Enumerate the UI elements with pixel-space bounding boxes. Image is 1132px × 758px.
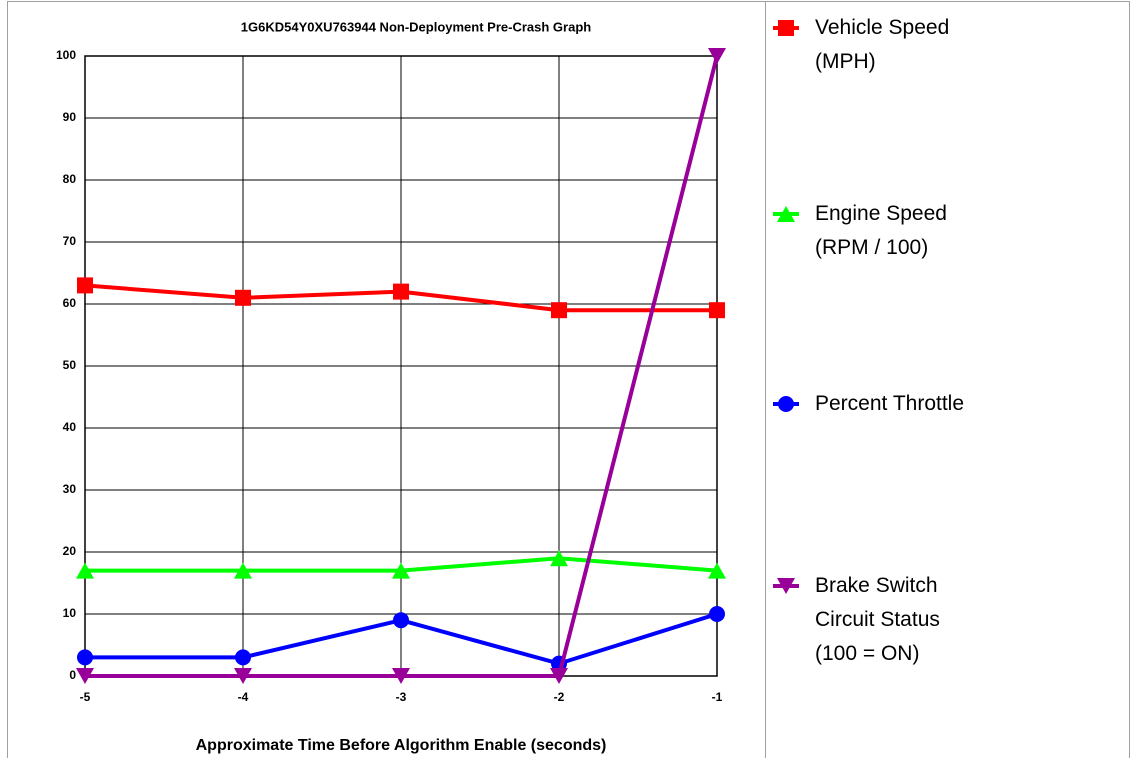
x-tick-label: -4: [238, 690, 249, 704]
y-tick-label: 100: [56, 48, 76, 62]
legend-label: Vehicle Speed (MPH): [815, 16, 950, 73]
x-tick-label: -3: [396, 690, 407, 704]
marker: [235, 649, 251, 666]
marker: [550, 668, 568, 684]
legend-marker: [777, 578, 795, 594]
legend-marker: [778, 396, 794, 412]
marker: [393, 612, 409, 629]
marker: [76, 562, 94, 579]
y-tick-label: 80: [63, 172, 77, 186]
marker: [550, 550, 568, 567]
y-tick-label: 40: [63, 420, 77, 434]
legend-marker: [778, 20, 794, 36]
y-tick-label: 30: [63, 482, 77, 496]
y-tick-label: 70: [63, 234, 77, 248]
marker: [392, 668, 410, 684]
marker: [392, 562, 410, 579]
y-tick-label: 90: [63, 110, 77, 124]
marker: [708, 562, 726, 579]
marker: [393, 283, 409, 300]
marker: [77, 277, 93, 294]
y-tick-label: 0: [69, 668, 76, 682]
marker: [234, 562, 252, 579]
chart-title: 1G6KD54Y0XU763944 Non-Deployment Pre-Cra…: [241, 19, 591, 34]
frame: [7, 1, 1130, 758]
x-tick-label: -5: [80, 690, 91, 704]
marker: [76, 668, 94, 684]
marker: [235, 289, 251, 306]
marker: [709, 302, 725, 319]
marker: [551, 302, 567, 319]
legend-marker: [777, 206, 795, 222]
legend-label: Engine Speed (RPM / 100): [815, 202, 947, 259]
y-tick-label: 50: [63, 358, 77, 372]
x-axis-label: Approximate Time Before Algorithm Enable…: [196, 737, 607, 754]
y-tick-label: 10: [63, 606, 77, 620]
y-tick-label: 60: [63, 296, 77, 310]
marker: [234, 668, 252, 684]
y-tick-label: 20: [63, 544, 77, 558]
marker: [77, 649, 93, 666]
marker: [708, 48, 726, 64]
marker: [709, 606, 725, 622]
x-tick-label: -1: [712, 690, 723, 704]
x-tick-label: -2: [554, 690, 565, 704]
legend-label: Brake Switch Circuit Status (100 = ON): [815, 574, 940, 665]
legend-label: Percent Throttle: [815, 392, 965, 415]
